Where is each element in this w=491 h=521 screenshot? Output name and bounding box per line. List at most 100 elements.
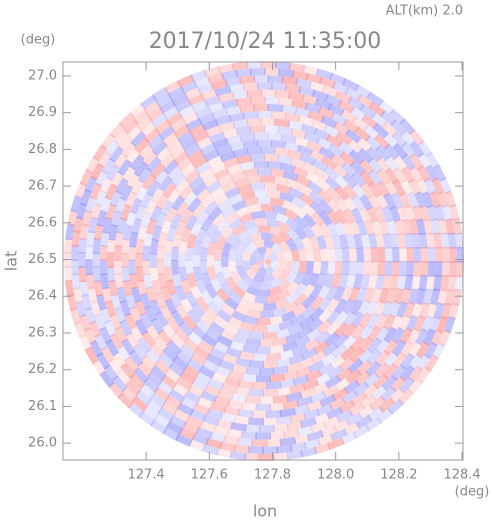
echo-cell <box>415 288 426 306</box>
echo-cell <box>375 232 385 249</box>
echo-cell <box>411 204 424 222</box>
echo-cell <box>94 333 108 351</box>
echo-cell <box>175 201 190 218</box>
echo-cell <box>229 340 245 352</box>
echo-cell <box>207 72 225 84</box>
echo-cell <box>121 266 130 283</box>
echo-cell <box>277 221 292 234</box>
echo-cell <box>149 205 163 222</box>
echo-cell <box>417 139 433 158</box>
echo-cell <box>250 182 265 191</box>
echo-cell <box>128 349 144 367</box>
echo-cell <box>217 92 235 103</box>
echo-cell <box>93 279 104 297</box>
echo-cell <box>201 333 218 348</box>
echo-cell <box>125 210 137 228</box>
echo-cell <box>276 250 286 262</box>
echo-cell <box>456 246 464 263</box>
y-axis-label: lat <box>2 251 21 272</box>
echo-cell <box>125 147 141 165</box>
echo-cell <box>331 387 349 402</box>
echo-cell <box>330 153 347 169</box>
echo-cell <box>81 293 92 311</box>
echo-cell <box>138 411 156 427</box>
echo-cell <box>304 171 321 185</box>
echo-cell <box>154 119 172 135</box>
echo-cell <box>181 111 200 125</box>
echo-cell <box>158 352 175 369</box>
echo-cell <box>277 154 293 165</box>
echo-cell <box>105 203 117 221</box>
echo-cell <box>145 218 158 235</box>
echo-cell <box>232 147 249 158</box>
echo-cell <box>85 259 94 276</box>
echo-cell <box>119 184 134 202</box>
echo-cell <box>299 387 317 399</box>
echo-cell <box>422 328 436 347</box>
echo-cell <box>436 315 449 334</box>
echo-cell <box>142 259 151 276</box>
y-tick-label: 26.1 <box>28 399 57 414</box>
echo-cell <box>199 194 215 209</box>
echo-cell <box>330 428 348 442</box>
echo-cell <box>253 103 270 112</box>
echo-cell <box>343 195 358 212</box>
echo-cell <box>425 274 435 292</box>
echo-cell <box>430 288 441 306</box>
echo-cell <box>423 341 438 360</box>
echo-cell <box>351 182 367 200</box>
echo-cell <box>262 388 279 397</box>
echo-cell <box>215 288 230 303</box>
echo-cell <box>172 272 183 289</box>
echo-cell <box>367 193 381 211</box>
echo-cell <box>345 233 356 250</box>
echo-cell <box>332 163 349 179</box>
echo-cell <box>346 138 364 154</box>
echo-cell <box>285 238 298 252</box>
echo-cell <box>377 99 395 116</box>
echo-cell <box>326 186 342 203</box>
echo-cell <box>207 266 218 281</box>
echo-cell <box>400 166 416 184</box>
echo-cell <box>143 100 161 116</box>
echo-cell <box>154 311 169 328</box>
echo-cell <box>306 399 324 412</box>
echo-cell <box>139 292 152 310</box>
echo-cell <box>441 204 453 222</box>
echo-cell <box>376 407 394 424</box>
echo-cell <box>378 219 390 236</box>
echo-cell <box>234 386 251 396</box>
echo-cell <box>169 144 186 160</box>
echo-cell <box>75 300 87 318</box>
echo-cell <box>344 128 362 144</box>
echo-cell <box>397 232 407 249</box>
echo-cell <box>228 291 243 305</box>
echo-cell <box>260 118 277 126</box>
echo-cell <box>318 146 336 161</box>
echo-cell <box>328 143 345 158</box>
x-tick-label: 128.4 <box>443 468 480 483</box>
echo-cell <box>162 182 178 199</box>
echo-cell <box>64 237 73 255</box>
echo-cell <box>139 312 153 329</box>
echo-cell <box>420 246 429 263</box>
echo-cell <box>321 85 340 98</box>
echo-cell <box>266 323 281 333</box>
echo-cell <box>99 370 115 388</box>
echo-cell <box>387 398 405 415</box>
echo-cell <box>390 375 407 393</box>
echo-cell <box>371 219 383 236</box>
echo-cell <box>297 115 315 127</box>
echo-cell <box>228 193 244 206</box>
echo-cell <box>192 181 208 197</box>
echo-cell <box>142 245 151 261</box>
y-unit: (deg) <box>21 33 56 48</box>
y-tick-label: 26.3 <box>28 325 57 340</box>
echo-cell <box>184 291 198 307</box>
echo-cell <box>357 404 375 420</box>
echo-cell <box>316 403 334 416</box>
echo-cell <box>147 134 165 150</box>
echo-cell <box>224 76 242 87</box>
echo-cell <box>87 216 98 234</box>
echo-cell <box>306 140 324 154</box>
